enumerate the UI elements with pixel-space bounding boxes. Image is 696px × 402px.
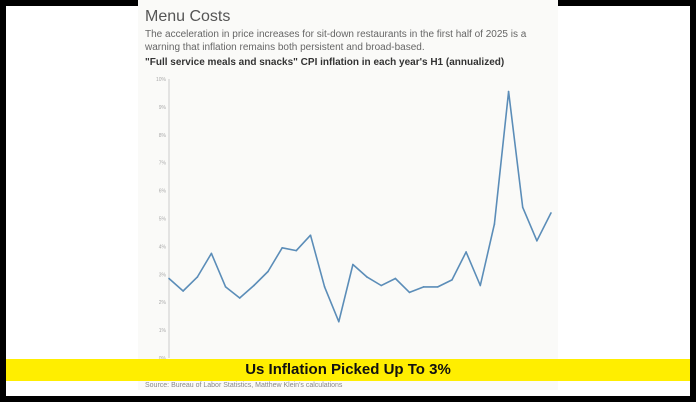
data-point (451, 279, 453, 281)
data-point (281, 246, 283, 249)
data-point (536, 240, 538, 242)
y-tick-label: 2% (159, 300, 167, 306)
y-tick-label: 3% (159, 272, 167, 278)
y-tick-label: 8% (159, 133, 167, 139)
data-point (267, 270, 269, 273)
data-point (224, 286, 227, 288)
data-point (394, 277, 397, 280)
data-point (337, 320, 340, 323)
chart-card (138, 0, 558, 390)
data-point (168, 277, 170, 280)
data-point (196, 276, 199, 278)
data-point (253, 284, 255, 287)
data-point (309, 234, 312, 237)
chart-heading: Menu Costs (145, 8, 231, 25)
data-point (521, 206, 524, 209)
data-point (352, 263, 354, 266)
source-note: Source: Bureau of Labor Statistics, Matt… (145, 382, 343, 389)
headline-banner: Us Inflation Picked Up To 3% (6, 359, 690, 381)
y-tick-label: 1% (159, 328, 167, 334)
chart-title: "Full service meals and snacks" CPI infl… (145, 57, 505, 68)
data-point (238, 297, 241, 299)
y-tick-label: 6% (159, 189, 167, 195)
data-point (550, 212, 552, 214)
data-point (182, 290, 184, 292)
data-point (295, 249, 298, 252)
y-tick-label: 9% (159, 105, 167, 111)
data-point (507, 90, 510, 93)
y-tick-label: 7% (159, 161, 167, 167)
data-point (465, 251, 467, 253)
data-point (479, 284, 482, 287)
series-line (168, 90, 552, 323)
data-point (408, 291, 411, 294)
data-point (366, 276, 368, 278)
data-point (422, 286, 425, 288)
data-point (380, 284, 383, 287)
data-point (210, 252, 213, 255)
data-point (493, 223, 496, 225)
chart-subtitle: The acceleration in price increases for … (145, 29, 527, 53)
y-tick-label: 10% (156, 77, 167, 83)
y-tick-label: 4% (159, 244, 167, 250)
data-point (437, 286, 439, 288)
data-point (323, 286, 326, 288)
y-tick-label: 5% (159, 217, 167, 223)
